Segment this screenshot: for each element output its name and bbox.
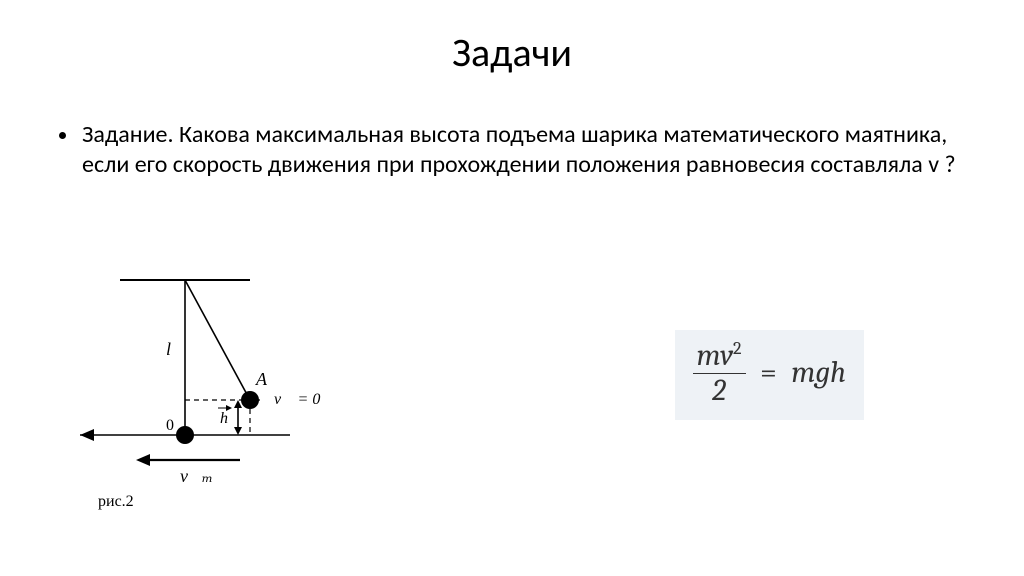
formula-eq: =	[760, 358, 777, 388]
label-vm: v⃗ₘ	[180, 466, 213, 486]
slide-title: Задачи	[0, 28, 1024, 77]
label-l: l	[166, 339, 171, 359]
label-zero: 0	[166, 417, 174, 434]
label-v-zero: v⃗ = 0	[274, 391, 320, 408]
energy-formula: mv2 2 = mgh	[675, 330, 864, 420]
formula-m: m	[697, 338, 721, 373]
label-A: A	[255, 369, 268, 389]
problem-statement: Задание. Какова максимальная высота подъ…	[56, 120, 964, 180]
figure-caption: рис.2	[98, 493, 134, 510]
label-h: h	[220, 410, 228, 427]
formula-exp: 2	[733, 338, 742, 359]
formula-rhs: mgh	[791, 358, 846, 388]
pendulum-diagram: l A 0 h v⃗ = 0 v⃗ₘ рис.2	[80, 260, 340, 520]
formula-v: v	[720, 338, 733, 373]
bullet-item: Задание. Какова максимальная высота подъ…	[80, 120, 964, 180]
slide: Задачи Задание. Какова максимальная высо…	[0, 0, 1024, 576]
formula-den: 2	[693, 374, 746, 406]
